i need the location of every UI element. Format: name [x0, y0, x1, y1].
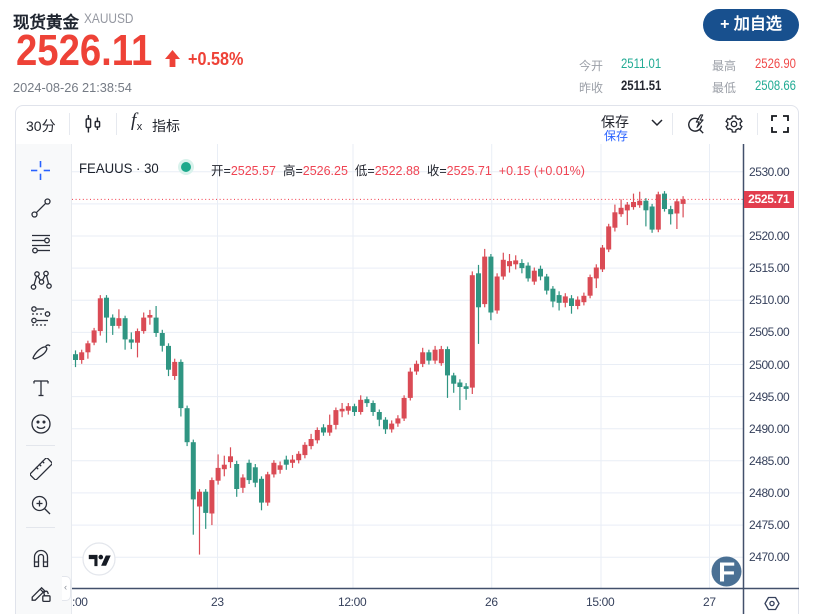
svg-text:F: F: [718, 557, 735, 588]
